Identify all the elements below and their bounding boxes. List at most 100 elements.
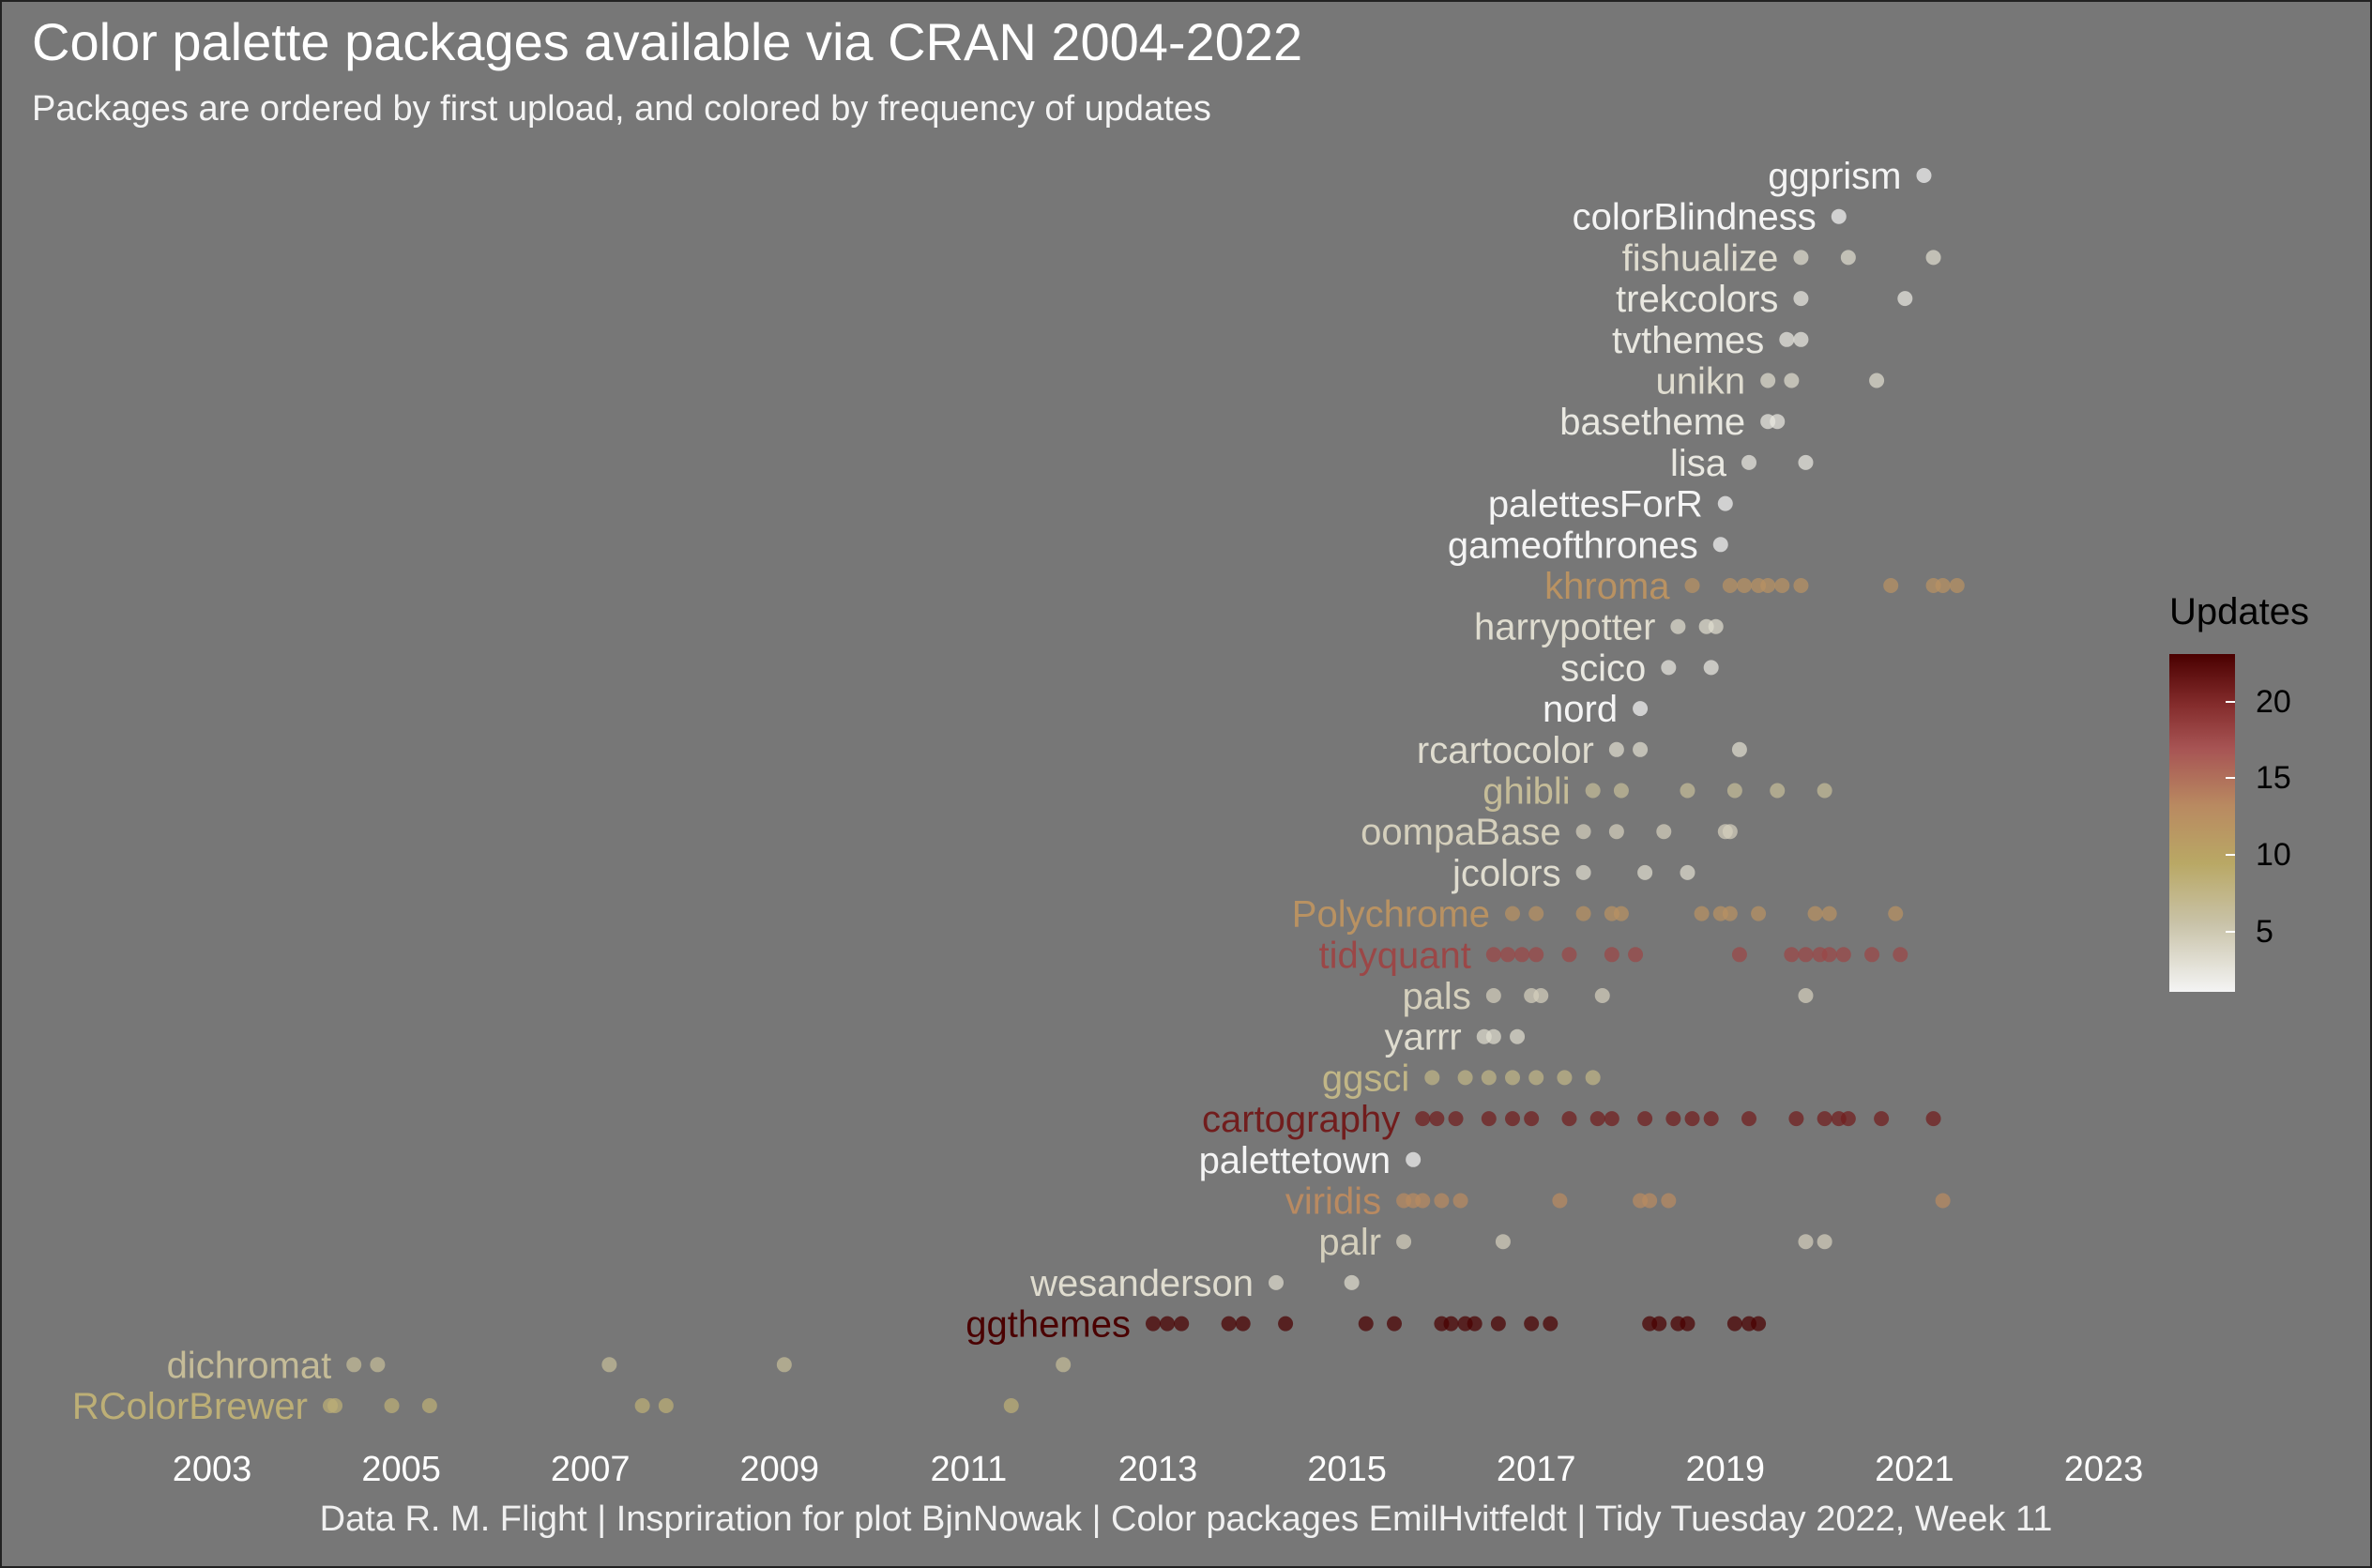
data-point bbox=[346, 1357, 362, 1373]
data-point bbox=[1821, 906, 1837, 921]
package-label: wesanderson bbox=[1029, 1263, 1254, 1304]
data-point bbox=[384, 1398, 400, 1413]
data-point bbox=[1694, 906, 1710, 921]
data-point bbox=[1751, 906, 1767, 921]
data-point bbox=[1741, 1111, 1756, 1127]
package-row-unikn: unikn bbox=[1656, 361, 1885, 403]
package-row-RColorBrewer: RColorBrewer bbox=[72, 1386, 1019, 1427]
package-row-Polychrome: Polychrome bbox=[1292, 894, 1904, 936]
chart-title: Color palette packages available via CRA… bbox=[32, 12, 1303, 71]
data-point bbox=[1770, 414, 1786, 430]
data-point bbox=[1613, 783, 1629, 799]
data-point bbox=[1741, 454, 1756, 470]
package-label: tvthemes bbox=[1612, 320, 1764, 361]
data-point bbox=[1056, 1357, 1072, 1373]
data-point bbox=[1495, 1234, 1511, 1250]
data-point bbox=[1528, 947, 1544, 963]
data-point bbox=[1793, 250, 1809, 266]
data-point bbox=[1485, 947, 1501, 963]
data-point bbox=[1925, 1111, 1941, 1127]
data-point bbox=[1633, 701, 1649, 717]
x-tick-label: 2017 bbox=[1497, 1450, 1576, 1489]
data-point bbox=[1608, 741, 1624, 757]
package-row-tidyquant: tidyquant bbox=[1318, 935, 1908, 976]
package-label: ggthemes bbox=[966, 1304, 1131, 1346]
legend-tick-mark bbox=[2226, 701, 2235, 703]
data-point bbox=[1817, 1111, 1832, 1127]
package-label: unikn bbox=[1656, 361, 1746, 403]
package-row-harrypotter: harrypotter bbox=[1474, 607, 1724, 648]
package-label: colorBlindness bbox=[1573, 197, 1817, 238]
data-point bbox=[1935, 578, 1951, 593]
data-point bbox=[1448, 1111, 1464, 1127]
x-tick-label: 2003 bbox=[173, 1450, 252, 1489]
package-label: palettesForR bbox=[1488, 484, 1703, 525]
data-point bbox=[1665, 1111, 1681, 1127]
data-point bbox=[1925, 250, 1941, 266]
data-point bbox=[1575, 906, 1591, 921]
data-point bbox=[1575, 864, 1591, 880]
data-point bbox=[1736, 578, 1752, 593]
package-label: cartography bbox=[1202, 1099, 1400, 1140]
data-point bbox=[1897, 291, 1913, 307]
data-point bbox=[1788, 1111, 1804, 1127]
legend-tick-mark bbox=[2226, 854, 2235, 856]
data-point bbox=[1661, 660, 1677, 676]
data-point bbox=[1722, 906, 1738, 921]
data-point bbox=[1949, 578, 1965, 593]
data-point bbox=[1793, 291, 1809, 307]
data-point bbox=[1278, 1316, 1294, 1332]
data-point bbox=[1651, 1316, 1667, 1332]
data-point bbox=[1575, 824, 1591, 840]
data-point bbox=[327, 1398, 343, 1413]
data-point bbox=[1793, 578, 1809, 593]
data-point bbox=[1528, 906, 1544, 921]
package-label: gameofthrones bbox=[1448, 525, 1698, 566]
package-row-ggprism: ggprism bbox=[1768, 156, 1932, 197]
data-point bbox=[1708, 618, 1724, 634]
data-point bbox=[1793, 331, 1809, 347]
data-point bbox=[1726, 1316, 1742, 1332]
package-label: dichromat bbox=[167, 1345, 332, 1386]
legend-tick-label: 10 bbox=[2256, 837, 2291, 873]
x-tick-label: 2023 bbox=[2064, 1450, 2144, 1489]
data-point bbox=[601, 1357, 617, 1373]
data-point bbox=[1774, 578, 1790, 593]
package-label: rcartocolor bbox=[1417, 730, 1594, 771]
package-label: fishualize bbox=[1622, 237, 1779, 279]
data-point bbox=[1817, 1234, 1832, 1250]
data-point bbox=[1160, 1316, 1176, 1332]
data-point bbox=[1670, 618, 1686, 634]
package-row-jcolors: jcolors bbox=[1452, 853, 1695, 894]
data-point bbox=[1784, 373, 1800, 388]
data-point bbox=[1499, 947, 1515, 963]
data-point bbox=[1642, 1193, 1658, 1209]
data-point bbox=[1821, 947, 1837, 963]
data-point bbox=[1604, 1111, 1619, 1127]
data-point bbox=[1505, 1111, 1520, 1127]
package-row-nord: nord bbox=[1543, 689, 1649, 730]
data-point bbox=[1269, 1274, 1284, 1290]
data-point bbox=[1505, 906, 1520, 921]
package-row-scico: scico bbox=[1560, 647, 1719, 689]
data-point bbox=[421, 1398, 437, 1413]
package-label: yarrr bbox=[1385, 1017, 1462, 1058]
data-point bbox=[1817, 783, 1832, 799]
package-row-pals: pals bbox=[1402, 976, 1814, 1017]
data-point bbox=[1429, 1111, 1445, 1127]
package-row-trekcolors: trekcolors bbox=[1616, 279, 1913, 320]
x-tick-label: 2009 bbox=[740, 1450, 820, 1489]
data-point bbox=[1935, 1193, 1951, 1209]
data-point bbox=[634, 1398, 650, 1413]
x-tick-label: 2019 bbox=[1686, 1450, 1766, 1489]
data-point bbox=[1916, 168, 1932, 183]
legend-tick-label: 5 bbox=[2256, 914, 2273, 950]
x-tick-label: 2011 bbox=[931, 1450, 1008, 1489]
data-point bbox=[1840, 250, 1856, 266]
package-row-cartography: cartography bbox=[1202, 1099, 1941, 1140]
data-point bbox=[1557, 1070, 1573, 1086]
data-point bbox=[1874, 1111, 1890, 1127]
data-point bbox=[1726, 783, 1742, 799]
